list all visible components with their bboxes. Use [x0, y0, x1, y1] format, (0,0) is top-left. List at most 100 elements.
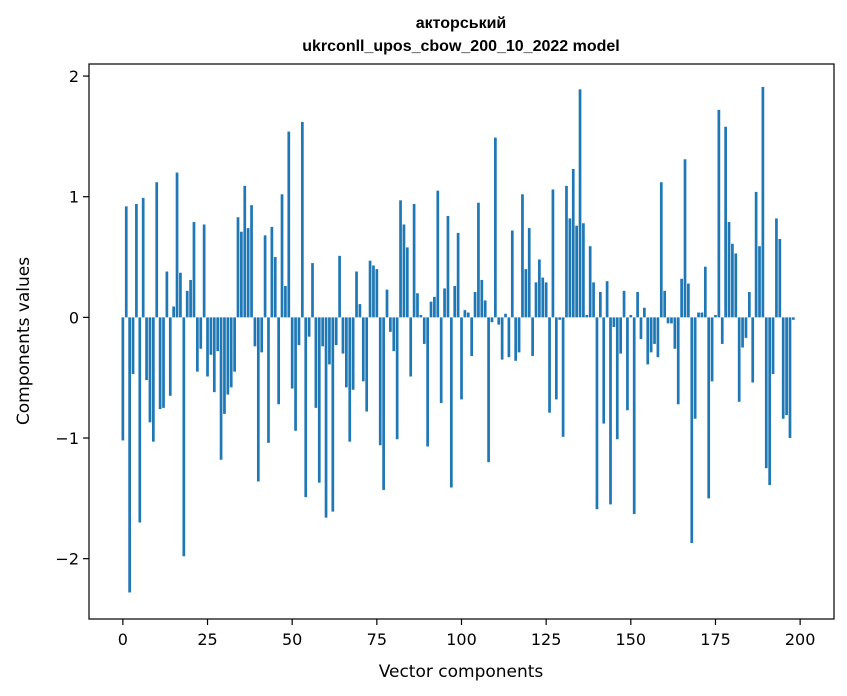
x-tick-label: 25	[197, 630, 217, 649]
bar	[209, 317, 213, 355]
bar	[138, 317, 142, 523]
x-tick-label: 175	[700, 630, 731, 649]
bar	[554, 317, 558, 400]
bar	[639, 317, 643, 340]
bar	[270, 226, 274, 318]
y-tick-label: −1	[55, 429, 79, 448]
x-tick-label: 0	[118, 630, 128, 649]
bar	[707, 317, 711, 499]
bar	[189, 279, 192, 318]
bar	[290, 317, 294, 389]
bar	[771, 317, 775, 375]
bar	[240, 231, 243, 318]
bar	[792, 317, 795, 320]
bar	[439, 317, 443, 404]
bar	[358, 304, 362, 318]
bar	[433, 296, 436, 318]
bar	[697, 312, 700, 318]
bar	[626, 317, 629, 411]
bar	[314, 317, 318, 408]
bar	[758, 246, 761, 318]
bar	[670, 317, 673, 324]
bar	[649, 317, 653, 353]
bar	[307, 317, 311, 337]
bar	[693, 317, 697, 419]
bar	[622, 290, 626, 318]
bar	[781, 317, 785, 419]
bar	[328, 317, 331, 365]
y-tick-label: −2	[55, 550, 79, 569]
bar	[629, 314, 633, 318]
bar	[500, 317, 504, 360]
x-tick-label: 200	[785, 630, 816, 649]
y-axis-label: Components values	[14, 257, 34, 425]
bar	[534, 282, 538, 318]
bar	[690, 317, 694, 543]
bar	[483, 300, 487, 318]
bar	[561, 317, 565, 437]
bar	[788, 317, 792, 439]
bar	[494, 137, 497, 318]
bar	[429, 301, 433, 318]
bar	[287, 131, 291, 318]
bar	[466, 312, 470, 318]
bar	[734, 253, 738, 318]
x-tick-label: 150	[616, 630, 647, 649]
bar	[565, 185, 568, 318]
bar	[741, 317, 744, 348]
bar	[703, 266, 707, 318]
bar	[737, 317, 741, 402]
bar	[727, 222, 731, 318]
bar	[615, 317, 619, 440]
bar	[426, 317, 429, 447]
bar	[263, 235, 267, 318]
bar	[724, 126, 727, 318]
bar	[541, 277, 545, 318]
bar	[764, 317, 768, 469]
bar	[135, 203, 138, 318]
chart-title-line2: ukrconll_upos_cbow_200_10_2022 model	[302, 38, 619, 55]
bar	[212, 317, 216, 393]
bar	[775, 218, 778, 318]
bar	[422, 317, 426, 344]
bar	[710, 317, 714, 382]
bar	[267, 317, 270, 443]
bar	[338, 255, 341, 318]
bar	[785, 317, 788, 416]
bar	[389, 317, 392, 332]
bar	[504, 313, 507, 318]
bar	[182, 317, 186, 557]
bar	[375, 269, 379, 318]
bar	[162, 317, 165, 408]
bar	[558, 317, 562, 320]
bar	[196, 317, 199, 372]
x-tick-label: 50	[282, 630, 302, 649]
bar	[548, 317, 551, 413]
bar	[470, 317, 474, 356]
bar	[731, 243, 734, 318]
bar	[568, 218, 572, 318]
bar	[612, 317, 616, 328]
bar	[443, 288, 446, 318]
bar	[277, 317, 280, 405]
bar	[378, 317, 382, 446]
bar	[334, 317, 338, 346]
bar	[632, 317, 636, 515]
bar	[663, 290, 667, 318]
x-tick-label: 125	[531, 630, 562, 649]
bar	[202, 224, 206, 318]
bar	[659, 182, 663, 318]
bar	[609, 317, 612, 505]
bar	[185, 290, 189, 318]
bar	[121, 317, 125, 441]
bar	[602, 317, 606, 424]
bar	[497, 317, 501, 325]
bar	[720, 317, 724, 344]
bar	[179, 272, 182, 318]
bar	[521, 194, 524, 318]
bar	[595, 317, 599, 510]
bar	[490, 317, 494, 323]
bars-group	[121, 86, 795, 593]
bar	[324, 317, 328, 518]
